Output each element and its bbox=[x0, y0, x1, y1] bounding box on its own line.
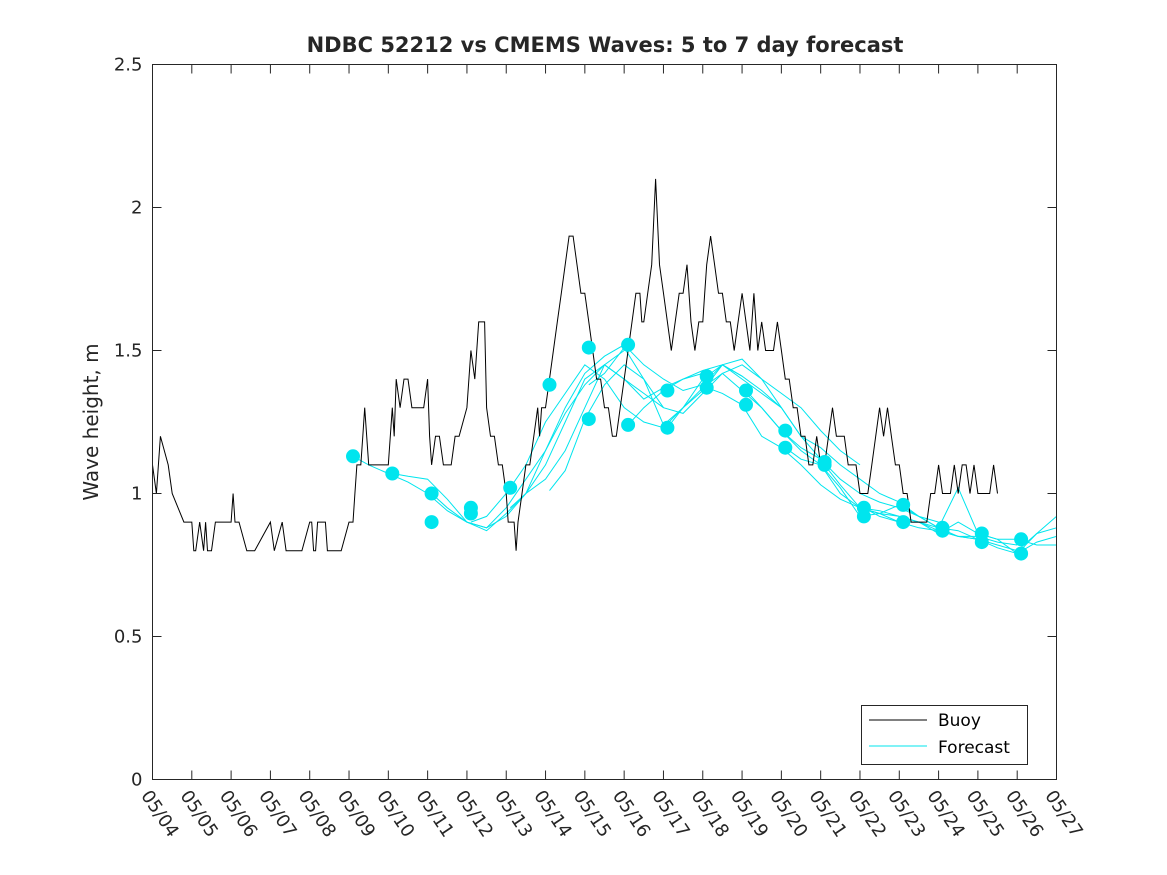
legend-box bbox=[861, 705, 1028, 765]
forecast-series-line bbox=[509, 344, 782, 509]
forecast-marker bbox=[739, 383, 753, 398]
forecast-marker bbox=[935, 520, 950, 535]
y-axis-ticks: 0 0.5 1 1.5 2 2.5 bbox=[114, 55, 1057, 791]
y-axis-label: Wave height, m bbox=[79, 343, 103, 500]
y-tick-label: 1 bbox=[131, 484, 142, 505]
forecast-marker bbox=[542, 377, 557, 392]
forecast-marker bbox=[699, 369, 714, 384]
forecast-marker bbox=[739, 397, 753, 412]
plot-frame bbox=[152, 64, 1057, 780]
forecast-marker bbox=[621, 337, 636, 352]
forecast-series-line bbox=[431, 364, 703, 529]
buoy-series-line bbox=[152, 178, 998, 552]
forecast-marker bbox=[778, 440, 793, 455]
y-tick-label: 2 bbox=[131, 198, 142, 219]
forecast-marker bbox=[974, 526, 989, 541]
forecast-marker bbox=[346, 449, 360, 464]
forecast-marker bbox=[778, 423, 793, 438]
forecast-marker bbox=[621, 417, 636, 432]
forecast-marker bbox=[660, 420, 675, 435]
forecast-marker bbox=[424, 486, 439, 501]
forecast-marker bbox=[581, 340, 596, 355]
chart-title: NDBC 52212 vs CMEMS Waves: 5 to 7 day fo… bbox=[307, 33, 904, 57]
series-layer bbox=[152, 178, 1057, 561]
forecast-marker bbox=[581, 412, 596, 427]
forecast-marker bbox=[1014, 532, 1029, 547]
y-tick-label: 0.5 bbox=[114, 627, 143, 648]
legend-label-buoy: Buoy bbox=[938, 711, 981, 731]
legend-label-forecast: Forecast bbox=[938, 738, 1010, 758]
y-tick-label: 1.5 bbox=[114, 341, 143, 362]
y-tick-label: 0 bbox=[131, 770, 142, 791]
forecast-marker bbox=[856, 500, 871, 515]
forecast-marker bbox=[1014, 546, 1029, 561]
forecast-marker bbox=[385, 466, 400, 481]
forecast-marker bbox=[424, 515, 439, 530]
forecast-marker bbox=[503, 480, 518, 495]
legend: Buoy Forecast bbox=[861, 705, 1028, 765]
forecast-marker bbox=[660, 383, 675, 398]
forecast-series-line bbox=[706, 387, 979, 540]
forecast-marker bbox=[817, 455, 832, 469]
forecast-marker bbox=[463, 506, 478, 521]
y-tick-label: 2.5 bbox=[114, 55, 143, 76]
forecast-series-line bbox=[549, 364, 822, 491]
forecast-marker bbox=[896, 497, 911, 512]
forecast-marker bbox=[896, 515, 911, 530]
